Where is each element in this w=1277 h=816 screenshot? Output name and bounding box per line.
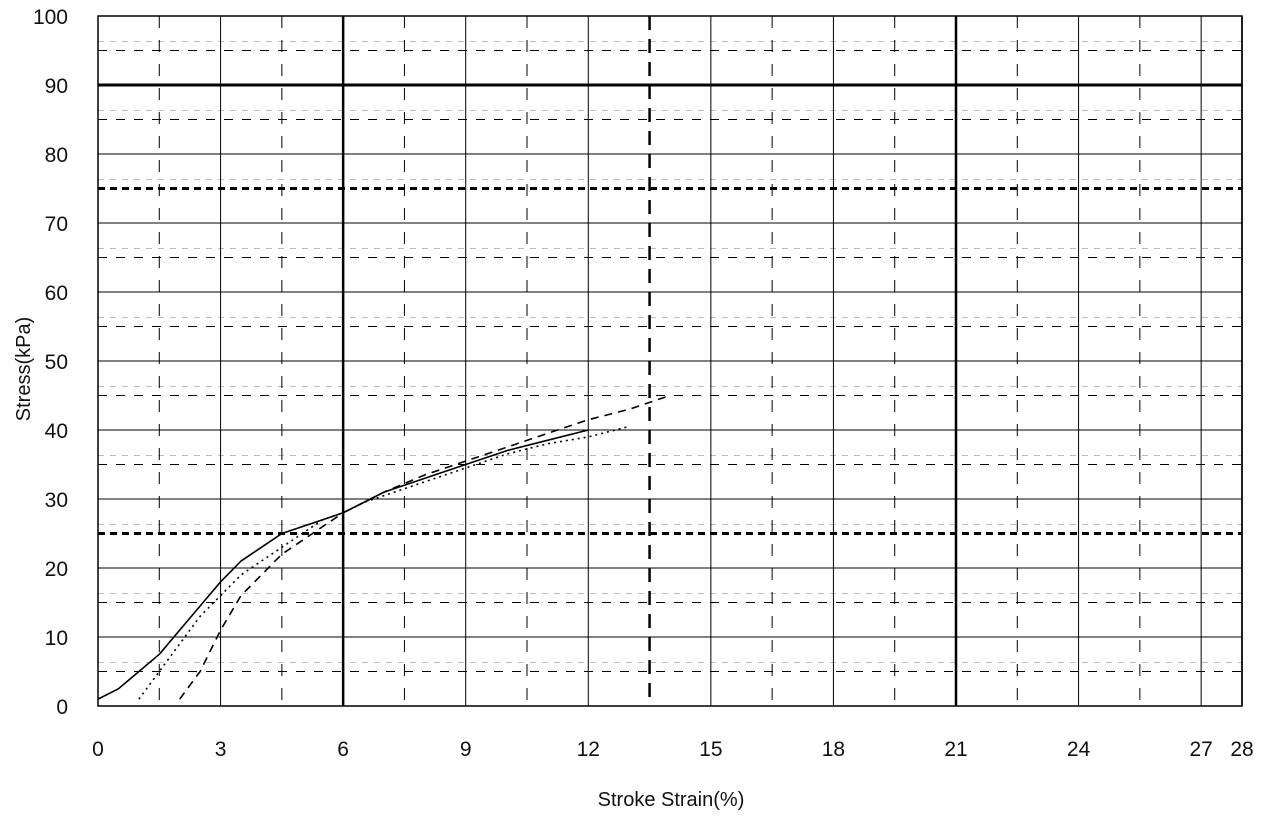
x-tick-label: 3 [215,738,227,761]
y-tick-label: 60 [45,282,68,305]
x-tick-label: 6 [337,738,349,761]
series-line-dotted [138,425,630,700]
y-tick-label: 0 [56,696,68,719]
series-group [97,394,671,700]
y-tick-label: 80 [45,144,68,167]
y-tick-label: 20 [45,558,68,581]
x-tick-label: 24 [1067,738,1091,761]
x-tick-label: 27 [1189,738,1212,761]
grid [97,15,1243,707]
x-tick-label: 28 [1230,738,1253,761]
y-axis-title: Stress(kPa) [13,317,35,421]
x-tick-label: 9 [460,738,472,761]
x-tick-label: 15 [699,738,722,761]
y-tick-label: 90 [45,75,68,98]
y-tick-label: 30 [45,489,68,512]
x-axis-title: Stroke Strain(%) [598,789,745,811]
x-tick-label: 21 [944,738,967,761]
y-tick-label: 50 [45,351,68,374]
x-tick-label: 12 [577,738,600,761]
series-line-solid [97,429,589,700]
y-tick-label: 100 [33,6,68,29]
y-tick-label: 70 [45,213,68,236]
tick-labels: 0 3 6 9 12 15 18 21 24 27 28 0 10 20 30 40 50 60 70 80 90 100 [33,6,1254,761]
y-tick-label: 10 [45,627,68,650]
x-tick-label: 18 [822,738,845,761]
x-tick-label: 0 [92,738,104,761]
series-line-dashed [179,394,671,700]
y-tick-label: 40 [45,420,68,443]
plot-frame [97,15,1243,707]
